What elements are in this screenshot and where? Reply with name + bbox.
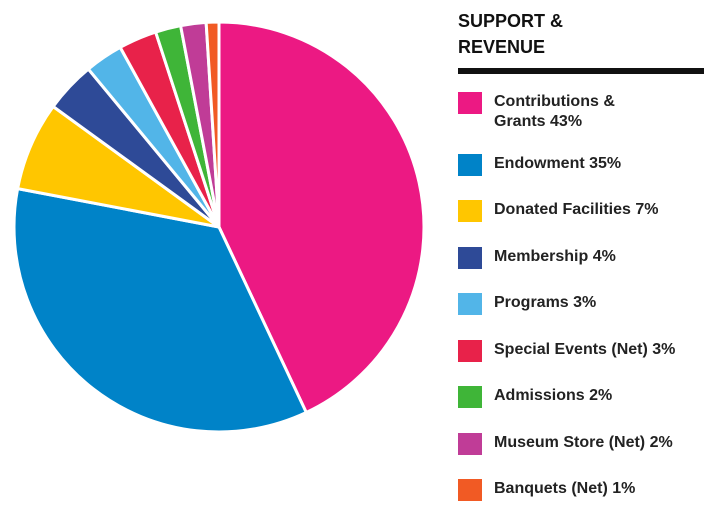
legend-swatch <box>458 433 482 455</box>
legend-swatch <box>458 154 482 176</box>
legend-item-membership: Membership 4% <box>458 247 616 269</box>
legend-swatch <box>458 200 482 222</box>
legend-item-donated-facilities: Donated Facilities 7% <box>458 200 659 222</box>
legend: SUPPORT & REVENUE Contributions & Grants… <box>458 8 720 501</box>
legend-label: Museum Store (Net) 2% <box>494 434 673 451</box>
legend-swatch <box>458 340 482 362</box>
legend-item-contributions-grants: Contributions & Grants 43% <box>458 92 644 132</box>
pie-slice-contributions-grants <box>217 20 426 414</box>
legend-swatch <box>458 247 482 269</box>
legend-label: Special Events (Net) 3% <box>494 341 676 358</box>
legend-label: Programs 3% <box>494 294 597 311</box>
legend-item-museum-store-net: Museum Store (Net) 2% <box>458 433 673 455</box>
legend-label: Admissions 2% <box>494 387 613 404</box>
legend-item-admissions: Admissions 2% <box>458 386 612 408</box>
legend-swatch <box>458 293 482 315</box>
legend-item-endowment: Endowment 35% <box>458 154 621 176</box>
legend-divider <box>458 68 704 74</box>
legend-label: Banquets (Net) 1% <box>494 480 636 497</box>
legend-item-banquets-net: Banquets (Net) 1% <box>458 479 635 501</box>
legend-label: Membership 4% <box>494 248 616 265</box>
legend-swatch <box>458 386 482 408</box>
legend-title: SUPPORT & REVENUE <box>458 11 564 57</box>
legend-swatch <box>458 479 482 501</box>
legend-label: Contributions & Grants 43% <box>494 93 615 130</box>
pie-slice-endowment <box>12 187 308 434</box>
legend-item-programs: Programs 3% <box>458 293 596 315</box>
pie-slice-banquets-net <box>204 20 221 229</box>
pie-chart <box>12 20 426 434</box>
legend-swatch <box>458 92 482 114</box>
legend-item-special-events-net: Special Events (Net) 3% <box>458 340 675 362</box>
legend-label: Donated Facilities 7% <box>494 201 659 218</box>
legend-label: Endowment 35% <box>494 155 622 172</box>
